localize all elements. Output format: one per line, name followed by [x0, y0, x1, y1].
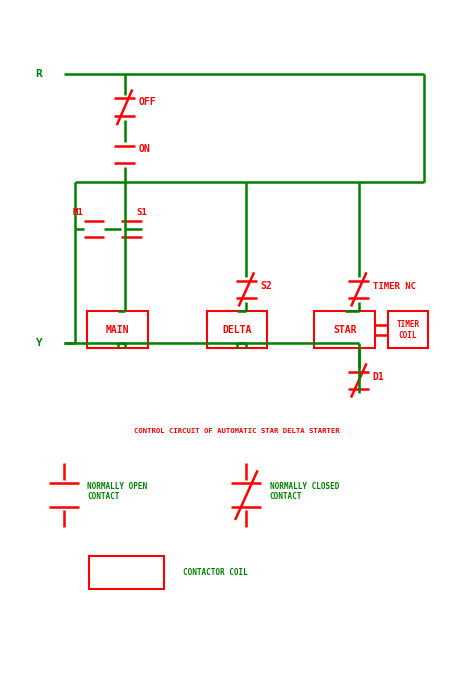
FancyBboxPatch shape [207, 311, 267, 348]
Text: OFF: OFF [138, 97, 156, 107]
Text: S2: S2 [260, 281, 272, 291]
Text: STAR: STAR [333, 325, 356, 335]
Text: NORMALLY CLOSED
CONTACT: NORMALLY CLOSED CONTACT [270, 482, 339, 501]
FancyBboxPatch shape [314, 311, 375, 348]
FancyBboxPatch shape [388, 311, 428, 348]
FancyBboxPatch shape [87, 311, 148, 348]
Text: TIMER NC: TIMER NC [373, 282, 416, 290]
Text: TIMER
COIL: TIMER COIL [396, 320, 419, 339]
Text: NORMALLY OPEN
CONTACT: NORMALLY OPEN CONTACT [87, 482, 147, 501]
Text: MAIN: MAIN [106, 325, 129, 335]
Text: R: R [36, 69, 42, 79]
Text: CONTACTOR COIL: CONTACTOR COIL [183, 568, 248, 577]
Text: D1: D1 [373, 372, 384, 382]
Text: DELTA: DELTA [222, 325, 252, 335]
Text: Y: Y [36, 339, 42, 348]
FancyBboxPatch shape [90, 556, 164, 589]
Text: ON: ON [138, 144, 150, 154]
Text: S1: S1 [137, 207, 147, 216]
Text: M1: M1 [73, 207, 84, 216]
Text: CONTROL CIRCUIT OF AUTOMATIC STAR DELTA STARTER: CONTROL CIRCUIT OF AUTOMATIC STAR DELTA … [134, 428, 340, 434]
